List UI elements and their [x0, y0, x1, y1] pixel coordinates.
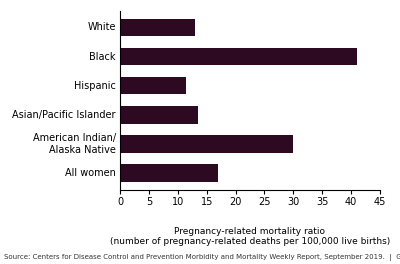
- Bar: [120, 48, 357, 65]
- Text: Source: Centers for Disease Control and Prevention Morbidity and Mortality Weekl: Source: Centers for Disease Control and …: [4, 254, 400, 261]
- Bar: [120, 135, 293, 153]
- Bar: [120, 77, 186, 95]
- Bar: [120, 106, 198, 124]
- Text: Pregnancy-related mortality ratio
(number of pregnancy-related deaths per 100,00: Pregnancy-related mortality ratio (numbe…: [110, 227, 390, 246]
- Bar: [120, 164, 218, 182]
- Bar: [120, 19, 195, 36]
